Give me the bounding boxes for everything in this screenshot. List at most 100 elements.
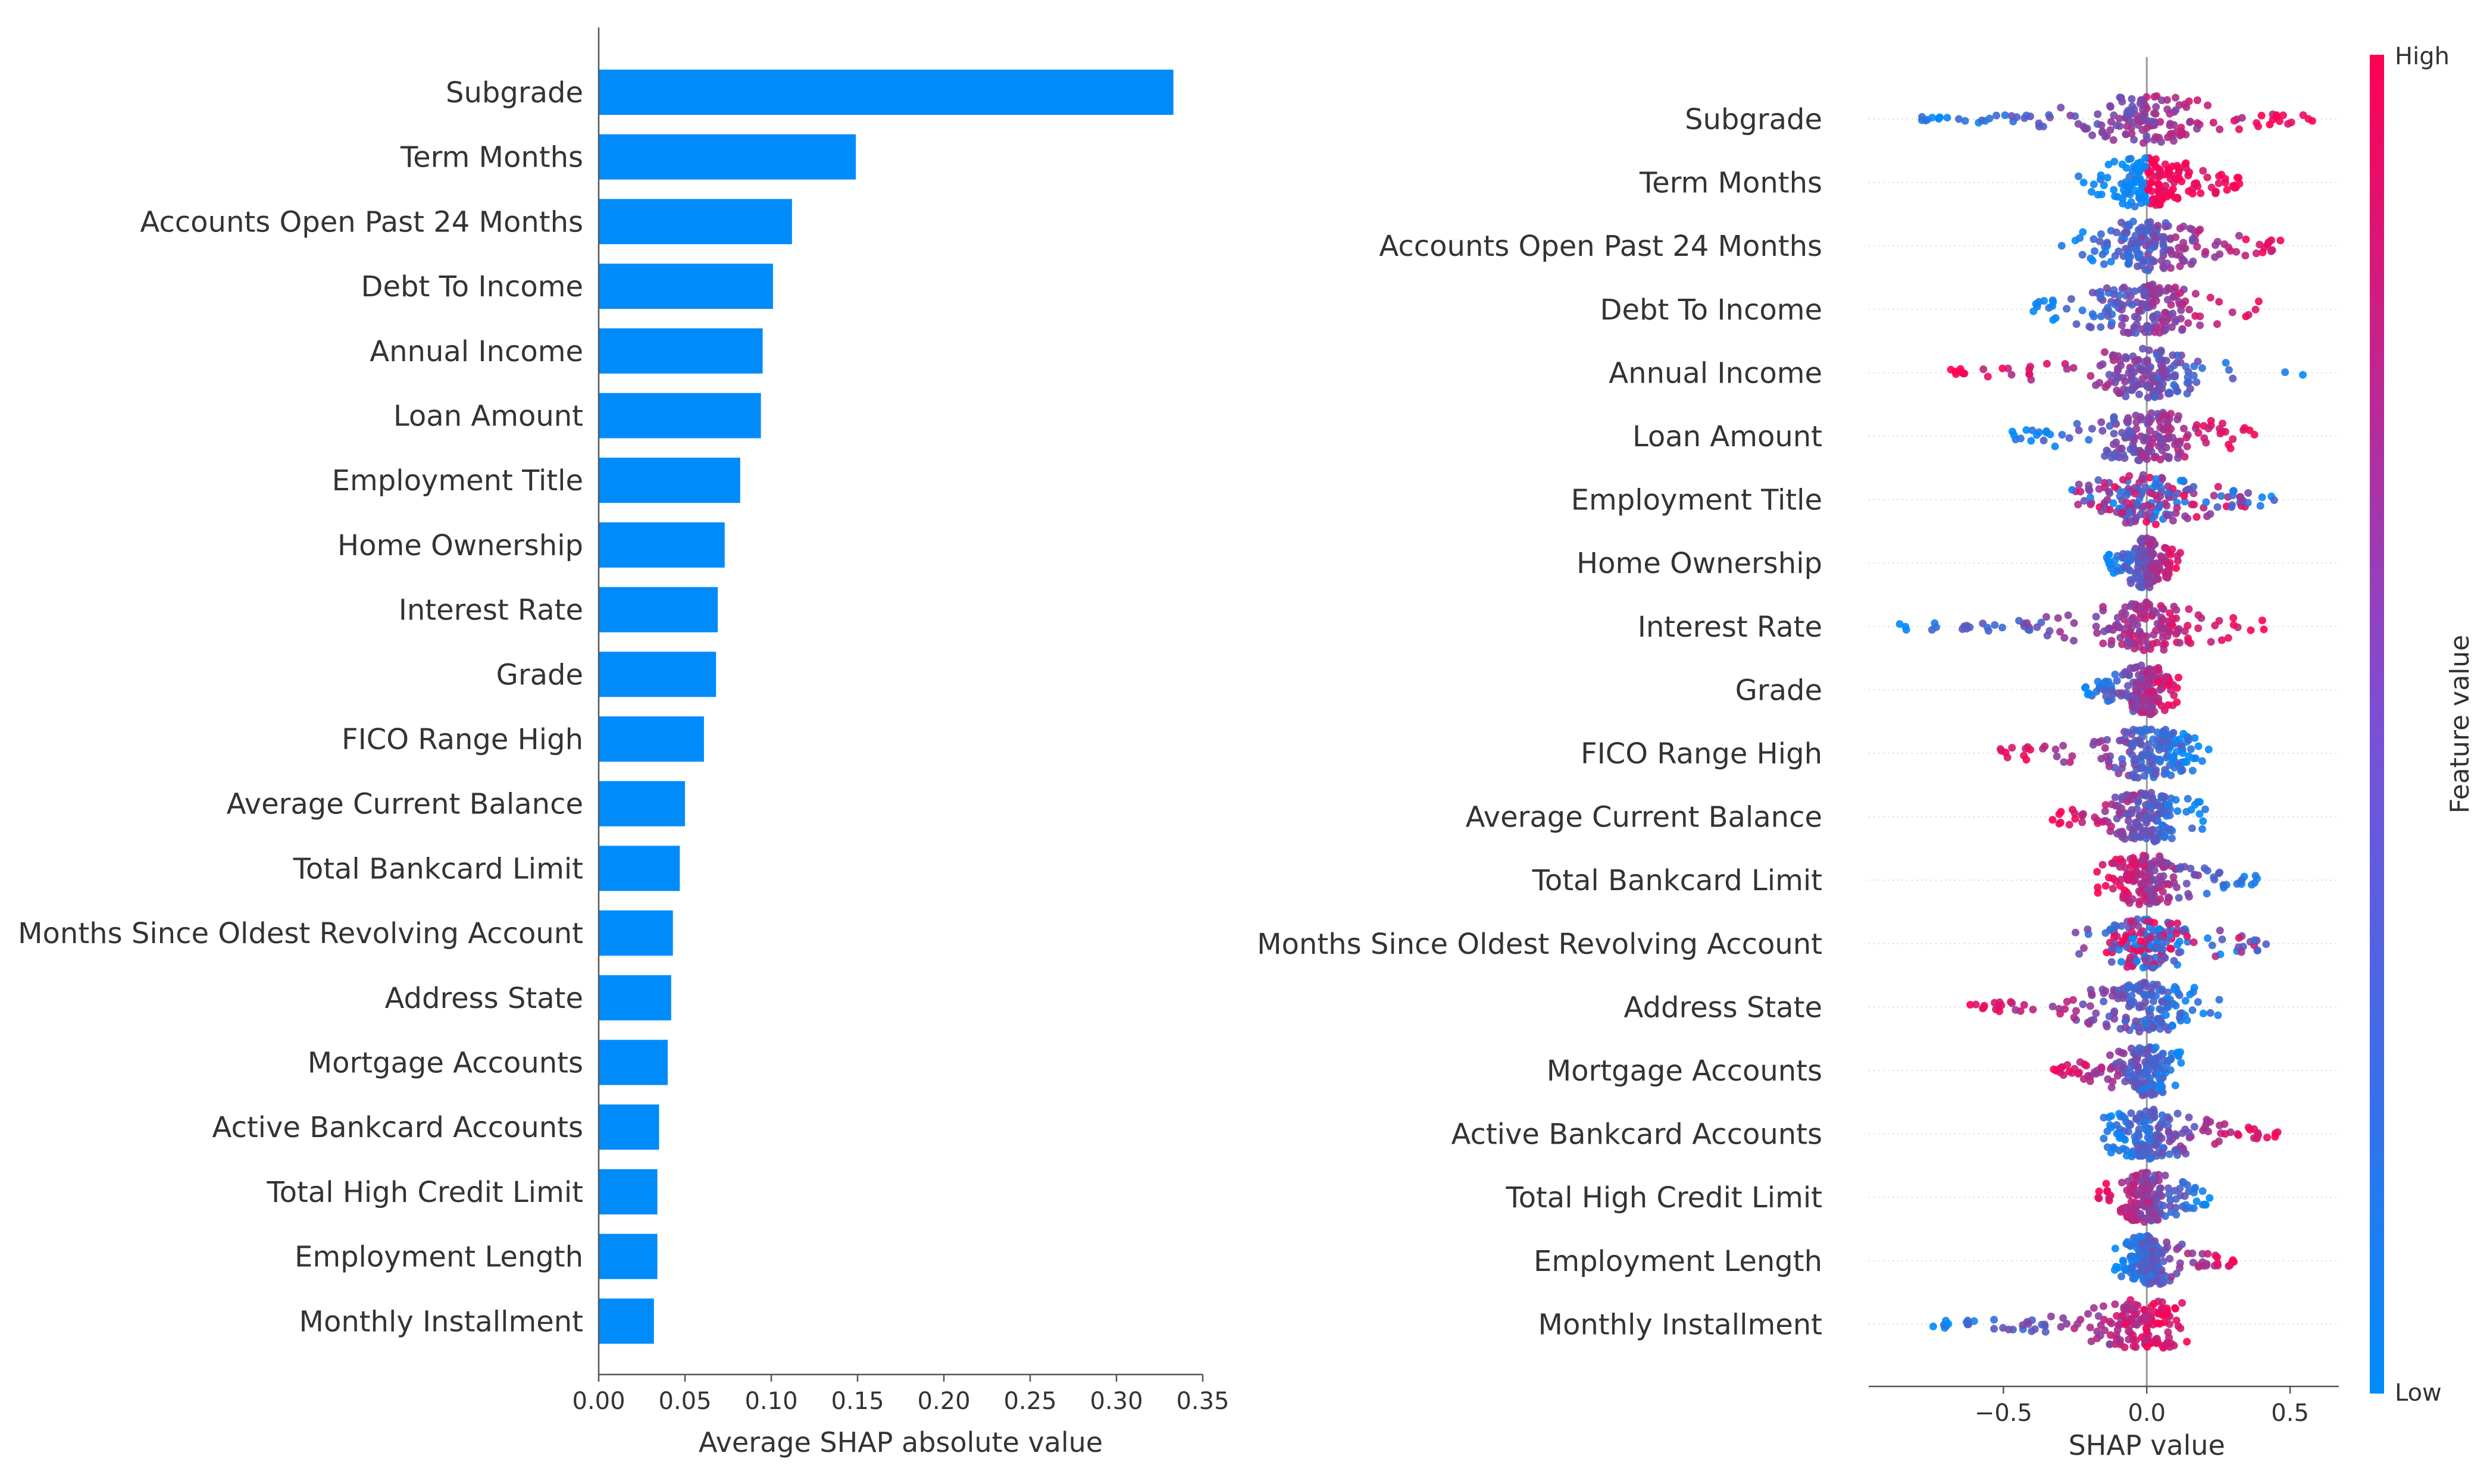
bar-category-label: Debt To Income [361,270,583,303]
shap-point [2127,366,2135,374]
shap-point [2099,603,2107,611]
shap-point [2269,115,2277,124]
shap-point [2229,435,2237,443]
shap-point [2124,984,2132,991]
shap-point [2175,1013,2184,1022]
bar [599,393,761,439]
shap-point [2112,877,2120,885]
shap-point [2146,954,2154,963]
shap-point [2154,1053,2163,1062]
feature-label: FICO Range High [1581,737,1822,771]
shap-point [2182,159,2190,167]
shap-point [2106,489,2114,497]
shap-point [2160,264,2168,273]
shap-point [2131,202,2139,211]
shap-point [2055,1004,2063,1013]
shap-point [2070,1325,2079,1332]
feature-label: Annual Income [1609,356,1822,390]
bar-category-label: Monthly Installment [299,1305,583,1338]
shap-point [2095,237,2104,246]
shap-point [2167,264,2175,272]
shap-point [2085,481,2093,490]
shap-point [2007,112,2016,120]
shap-point [2161,309,2169,317]
shap-point [2142,886,2151,894]
shap-point [2146,489,2154,497]
shap-point [2169,873,2178,881]
shap-point [2171,318,2179,326]
x-tick-label: 0.30 [1090,1388,1143,1415]
shap-point [2162,753,2170,762]
shap-point [2154,665,2162,674]
shap-point [2193,243,2201,251]
shap-point [2164,1184,2173,1192]
shap-point [2098,860,2107,869]
shap-point [2230,117,2238,125]
shap-point [2229,487,2238,495]
shap-point [2101,744,2109,752]
shap-point [2095,1187,2103,1195]
shap-point [2172,1195,2180,1203]
shap-point [2119,374,2128,382]
shap-point [2176,1259,2184,1267]
feature-label: Debt To Income [1600,293,1822,327]
shap-point [2110,111,2118,120]
shap-point [2039,436,2048,444]
shap-point [2173,883,2181,891]
shap-point [2128,236,2136,245]
shap-point [2097,171,2105,179]
shap-point [2221,1130,2229,1138]
shap-point [2091,247,2099,255]
shap-point [2144,917,2152,925]
shap-point [2107,822,2115,831]
shap-point [2089,235,2098,243]
shap-point [2145,1137,2154,1145]
shap-point [2176,948,2185,956]
colorbar-high-label: High [2395,43,2450,70]
shap-point [2111,483,2119,491]
shap-point [2048,1003,2057,1010]
shap-point [2279,111,2287,120]
shap-point [2136,728,2145,736]
shap-point [2229,374,2237,383]
shap-point [2148,760,2157,768]
shap-point [2125,173,2134,181]
shap-point [2130,436,2138,444]
shap-point [2135,900,2144,909]
shap-point [2111,793,2119,802]
shap-point [2015,616,2023,625]
shap-point [2148,280,2157,289]
shap-point [2145,1082,2154,1091]
shap-point [2142,132,2151,140]
shap-point [2185,605,2193,613]
shap-point [2107,958,2116,966]
shap-point [2151,133,2160,141]
shap-point [2112,452,2120,461]
shap-point [2172,1001,2180,1010]
shap-point [2063,1061,2072,1069]
shap-point [2167,1056,2175,1063]
shap-point [2164,421,2172,430]
shap-point [2186,384,2194,393]
shap-point [2073,419,2081,428]
shap-point [2147,671,2156,680]
shap-point [2184,634,2192,643]
shap-point [2026,746,2035,754]
shap-point [2198,1187,2207,1195]
shap-point [2026,112,2035,121]
shap-point [2087,372,2095,380]
shap-point [2142,198,2150,206]
shap-point [2004,364,2012,372]
bar [599,846,680,891]
shap-point [2125,329,2133,337]
shap-point [2154,698,2163,706]
shap-point [2104,448,2112,456]
shap-point [2113,677,2121,685]
shap-point [2158,446,2166,455]
shap-point [2176,300,2184,309]
shap-point [2198,825,2207,833]
shap-point [2144,1307,2152,1316]
shap-point [2128,95,2136,103]
shap-point [2097,754,2106,763]
shap-point [2163,1243,2172,1251]
